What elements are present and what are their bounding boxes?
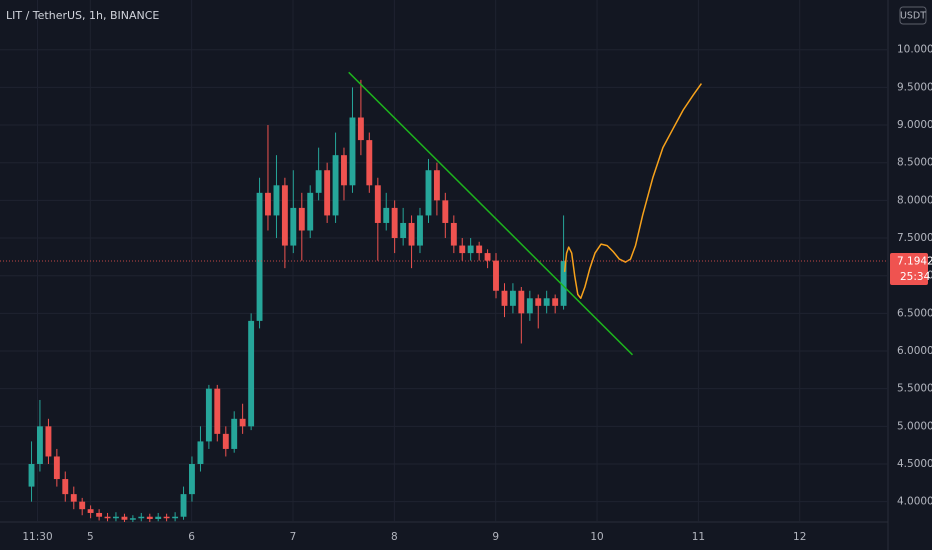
candle-body <box>298 207 305 231</box>
candle-body <box>231 418 238 449</box>
plot-area <box>0 71 888 522</box>
candle-body <box>560 261 567 306</box>
candle-body <box>104 516 111 519</box>
candle-body <box>256 192 263 321</box>
candle-body <box>332 155 339 216</box>
y-tick-label: 10.0000 <box>897 44 932 56</box>
y-tick-label: 8.5000 <box>897 157 932 169</box>
candle-body <box>172 516 179 519</box>
candle-body <box>307 192 314 231</box>
candle-body <box>138 516 145 519</box>
currency-label[interactable]: USDT <box>900 11 926 22</box>
last-price-badge <box>890 253 928 286</box>
candle-body <box>543 298 550 306</box>
candle-body <box>79 501 86 510</box>
candle-body <box>273 185 280 216</box>
axes: 4.00004.50005.00005.50006.00006.50007.00… <box>22 44 932 543</box>
candle-body <box>214 388 221 434</box>
candle-body <box>535 298 542 306</box>
x-tick-label: 7 <box>290 531 297 543</box>
candle-body <box>146 516 153 519</box>
candle-body <box>121 516 128 520</box>
candle-body <box>222 433 229 449</box>
candle-body <box>476 245 483 254</box>
candle-body <box>442 200 449 223</box>
y-tick-label: 8.0000 <box>897 194 932 206</box>
last-price-label: 7.1942 <box>897 256 932 268</box>
candle-body <box>374 185 381 223</box>
candle-body <box>450 222 457 246</box>
candle-body <box>459 245 466 254</box>
candle-body <box>290 207 297 246</box>
candle-body <box>62 479 69 495</box>
y-tick-label: 5.5000 <box>897 383 932 395</box>
y-tick-label: 9.0000 <box>897 119 932 131</box>
candle-body <box>281 185 288 246</box>
y-tick-label: 6.0000 <box>897 345 932 357</box>
candle-body <box>163 516 170 519</box>
candle-body <box>248 320 255 427</box>
candle-body <box>383 207 390 223</box>
candle-body <box>425 170 432 216</box>
candle-body <box>197 441 204 464</box>
candle-body <box>28 464 35 487</box>
candle-body <box>155 516 162 519</box>
x-tick-label: 5 <box>87 531 94 543</box>
candle-body <box>552 298 559 306</box>
candle-body <box>96 512 103 517</box>
candle-body <box>324 170 331 216</box>
candle-body <box>349 117 356 186</box>
candle-body <box>70 494 77 502</box>
y-tick-label: 4.0000 <box>897 496 932 508</box>
x-tick-label: 9 <box>492 531 499 543</box>
candle-body <box>357 117 364 141</box>
x-tick-label: 10 <box>590 531 603 543</box>
x-tick-label: 12 <box>793 531 806 543</box>
candle-body <box>366 140 373 186</box>
y-tick-label: 9.5000 <box>897 81 932 93</box>
x-tick-label: 6 <box>188 531 195 543</box>
candle-body <box>391 207 398 239</box>
y-tick-label: 4.5000 <box>897 458 932 470</box>
y-tick-label: 7.5000 <box>897 232 932 244</box>
candle-body <box>36 426 43 464</box>
drawing-line <box>563 83 703 300</box>
candle-body <box>45 426 52 457</box>
y-tick-label: 6.5000 <box>897 307 932 319</box>
chart-title: LIT / TetherUS, 1h, BINANCE <box>6 9 159 22</box>
candle-body <box>417 215 423 246</box>
drawing-line <box>348 71 634 356</box>
candle-body <box>408 222 415 246</box>
x-tick-label: 11:30 <box>22 531 52 543</box>
candle-body <box>87 509 94 513</box>
candle-body <box>484 253 491 261</box>
x-tick-label: 11 <box>692 531 705 543</box>
candle-body <box>526 298 533 314</box>
candle-body <box>205 388 212 442</box>
candle-body <box>509 290 516 306</box>
x-tick-label: 8 <box>391 531 398 543</box>
candle-body <box>315 170 322 193</box>
countdown-label: 25:34 <box>900 271 931 283</box>
candle-body <box>239 418 246 427</box>
candle-body <box>129 518 136 520</box>
y-tick-label: 5.0000 <box>897 420 932 432</box>
candle-body <box>180 494 187 517</box>
candle-body <box>265 192 271 216</box>
currency-box[interactable] <box>899 6 927 25</box>
candle-body <box>341 155 347 186</box>
candle-body <box>53 456 60 480</box>
candle-body <box>400 222 407 239</box>
candle-body <box>189 464 195 495</box>
candle-body <box>112 516 119 519</box>
candle-body <box>433 170 440 201</box>
candle-body <box>501 290 508 306</box>
candle-body <box>493 260 499 291</box>
grid <box>0 0 888 522</box>
candle-body <box>518 290 525 314</box>
candle-body <box>467 245 474 254</box>
